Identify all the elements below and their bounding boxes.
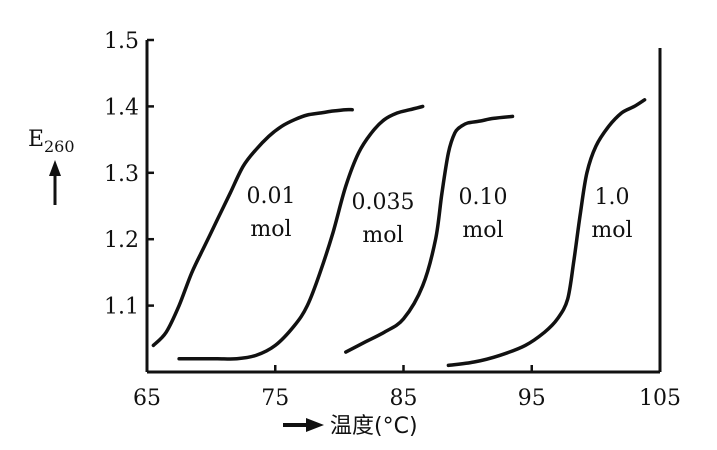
y-tick-label: 1.4: [104, 95, 139, 120]
curve-label-unit: mol: [591, 218, 632, 243]
curve-label-concentration: 0.01: [247, 184, 296, 209]
melting-curve-3: [344, 114, 515, 354]
curve-label-unit: mol: [250, 217, 291, 242]
curve-label-concentration: 0.035: [352, 190, 415, 215]
x-axis-title-text: 温度(°C): [330, 414, 418, 439]
x-tick-label: 65: [133, 386, 161, 411]
melting-curve-2: [177, 104, 425, 361]
x-tick-label: 105: [639, 386, 681, 411]
ticks: 65 75 85 95 105 1.1 1.2 1.3 1.4 1.5: [104, 29, 681, 411]
melting-curve-1: [151, 107, 354, 348]
right-arrow-icon: [283, 418, 324, 432]
x-tick-label: 95: [518, 386, 546, 411]
curve-label-concentration: 1.0: [595, 185, 630, 210]
y-axis-title: E 260: [28, 127, 75, 205]
curve-label-unit: mol: [362, 223, 403, 248]
x-tick-label: 75: [261, 386, 289, 411]
x-axis-title: 温度(°C): [283, 414, 418, 439]
up-arrow-icon: [49, 160, 61, 205]
curves: 0.01 mol 0.035 mol 0.10 mol 1.0 mol: [151, 98, 647, 368]
y-tick-label: 1.3: [104, 162, 139, 187]
x-tick-label: 85: [390, 386, 418, 411]
y-tick-label: 1.2: [104, 228, 139, 253]
y-axis-title-subscript: 260: [44, 137, 75, 156]
y-axis-title-main: E: [28, 127, 44, 152]
melting-curve-4: [446, 98, 647, 368]
curve-label-unit: mol: [462, 218, 503, 243]
y-tick-label: 1.1: [104, 295, 139, 320]
y-tick-label: 1.5: [104, 29, 139, 54]
curve-label-concentration: 0.10: [459, 185, 508, 210]
